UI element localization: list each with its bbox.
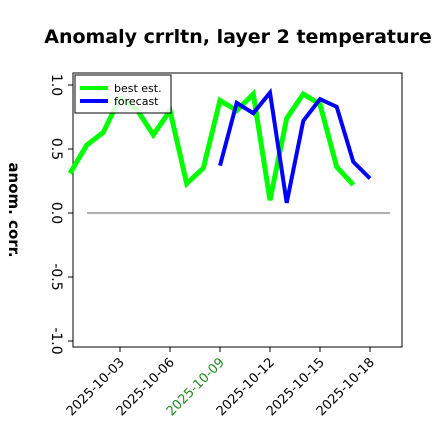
legend-label-best-est: best est.	[114, 82, 162, 95]
y-tick-label: -1.0	[48, 327, 64, 354]
y-tick-label: 0.0	[48, 202, 64, 224]
plot-area-frame	[72, 72, 403, 348]
legend-box	[74, 74, 172, 114]
y-tick-label: 0.5	[48, 138, 64, 160]
y-tick-label: 1.0	[48, 74, 64, 96]
y-tick-label: -0.5	[48, 263, 64, 290]
series-line-forecast	[218, 87, 372, 204]
legend: best est.forecast	[74, 74, 172, 114]
legend-label-forecast: forecast	[114, 95, 159, 108]
chart-title: Anomaly crrltn, layer 2 temperature	[44, 26, 432, 48]
